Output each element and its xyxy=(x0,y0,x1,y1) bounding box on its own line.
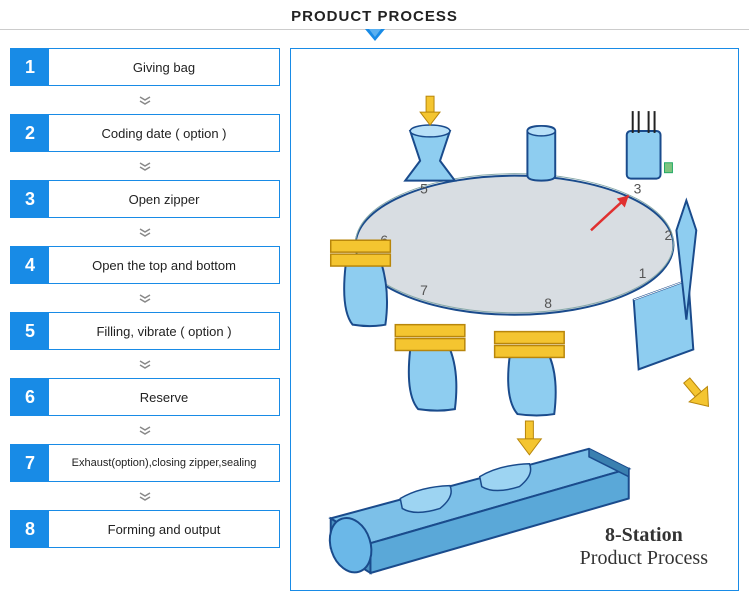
step-number: 1 xyxy=(11,49,49,85)
step-row: 6Reserve xyxy=(10,378,280,416)
page-title: PRODUCT PROCESS xyxy=(0,8,749,25)
step-number: 8 xyxy=(11,511,49,547)
step-row: 8Forming and output xyxy=(10,510,280,548)
step-label: Reserve xyxy=(49,379,279,415)
diagram-title-line2: Product Process xyxy=(580,547,708,570)
content: 1Giving bag2Coding date ( option )3Open … xyxy=(0,38,749,601)
step-label: Filling, vibrate ( option ) xyxy=(49,313,279,349)
chevron-down-icon xyxy=(10,416,280,444)
diagram-title-line1: 8-Station xyxy=(580,524,708,547)
diagram-title: 8-Station Product Process xyxy=(580,524,708,570)
station-label: 8 xyxy=(544,295,552,311)
step-label: Forming and output xyxy=(49,511,279,547)
chevron-down-icon xyxy=(10,284,280,312)
step-row: 3Open zipper xyxy=(10,180,280,218)
station-bag xyxy=(627,131,661,179)
steps-list: 1Giving bag2Coding date ( option )3Open … xyxy=(10,48,280,591)
step-label: Open zipper xyxy=(49,181,279,217)
station-label: 1 xyxy=(639,265,647,281)
step-number: 3 xyxy=(11,181,49,217)
station-bag xyxy=(409,345,457,411)
step-label: Exhaust(option),closing zipper,sealing xyxy=(49,445,279,481)
step-number: 5 xyxy=(11,313,49,349)
clamp xyxy=(495,332,565,344)
step-label: Coding date ( option ) xyxy=(49,115,279,151)
header-divider xyxy=(0,29,749,30)
arrow-icon xyxy=(420,96,440,125)
diagram-svg: 1 2 3 4 5 6 7 8 xyxy=(291,49,738,590)
step-number: 2 xyxy=(11,115,49,151)
header: PRODUCT PROCESS xyxy=(0,0,749,38)
arrow-icon xyxy=(517,421,541,455)
step-row: 7Exhaust(option),closing zipper,sealing xyxy=(10,444,280,482)
chevron-down-icon xyxy=(10,482,280,510)
clamp xyxy=(331,254,391,266)
step-number: 6 xyxy=(11,379,49,415)
step-label: Open the top and bottom xyxy=(49,247,279,283)
station-label: 5 xyxy=(420,181,428,197)
station-label: 7 xyxy=(420,282,428,298)
process-diagram: 1 2 3 4 5 6 7 8 xyxy=(290,48,739,591)
station-bag xyxy=(344,260,387,326)
chevron-down-icon xyxy=(10,350,280,378)
step-number: 4 xyxy=(11,247,49,283)
step-label: Giving bag xyxy=(49,49,279,85)
header-pointer-icon xyxy=(363,29,387,43)
station-label: 2 xyxy=(664,227,672,243)
chevron-down-icon xyxy=(10,86,280,114)
step-row: 1Giving bag xyxy=(10,48,280,86)
clamp xyxy=(395,339,465,351)
step-row: 4Open the top and bottom xyxy=(10,246,280,284)
step-number: 7 xyxy=(11,445,49,481)
arrow-icon xyxy=(678,373,718,414)
step-row: 2Coding date ( option ) xyxy=(10,114,280,152)
station-label: 3 xyxy=(634,181,642,197)
station-funnel xyxy=(405,131,455,181)
clamp xyxy=(395,325,465,337)
clamp xyxy=(331,240,391,252)
step-row: 5Filling, vibrate ( option ) xyxy=(10,312,280,350)
sensor xyxy=(664,163,672,173)
clamp xyxy=(495,346,565,358)
chevron-down-icon xyxy=(10,218,280,246)
station-bag xyxy=(508,351,556,415)
chevron-down-icon xyxy=(10,152,280,180)
